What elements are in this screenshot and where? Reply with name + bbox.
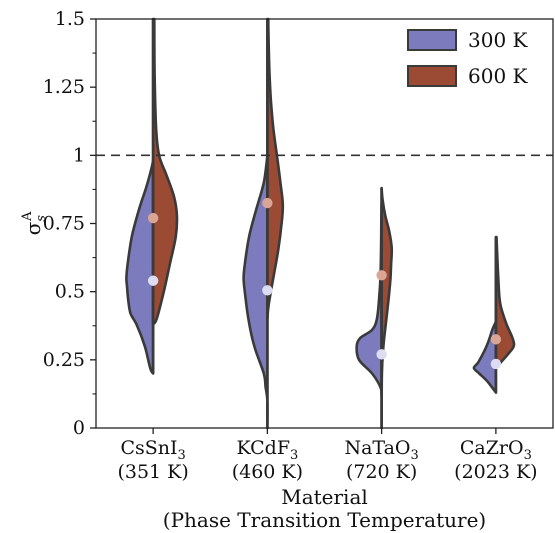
y-tick-label: 0.25 <box>43 349 85 371</box>
legend: 300 K 600 K <box>407 28 529 88</box>
violin-half <box>355 203 383 397</box>
violin-half <box>494 235 516 370</box>
violin-half <box>472 320 498 394</box>
legend-label: 300 K <box>468 28 529 52</box>
violin-half <box>380 186 394 430</box>
y-tick-label: 1.5 <box>55 8 85 30</box>
axis-titles: Material(Phase Transition Temperature) σs… <box>20 211 486 532</box>
violin-half <box>151 17 179 326</box>
x-tick-temperature: (460 K) <box>232 461 303 483</box>
violin-half <box>125 159 155 375</box>
violin-half <box>266 17 285 321</box>
x-tick-temperature: (2023 K) <box>454 461 537 483</box>
x-tick-label: CaZrO3 <box>460 437 532 463</box>
y-tick-label: 0 <box>73 417 85 439</box>
median-point <box>376 349 387 360</box>
median-point <box>376 270 387 281</box>
plot-frame <box>95 18 554 429</box>
y-tick-label: 1.25 <box>43 76 85 98</box>
median-point <box>262 197 273 209</box>
y-axis-title: σsA <box>20 211 49 235</box>
x-axis-title: (Phase Transition Temperature) <box>163 508 486 532</box>
y-tick-label: 0.5 <box>55 281 85 303</box>
median-point <box>262 285 273 296</box>
median-point <box>147 275 159 286</box>
legend-label: 600 K <box>468 64 529 88</box>
median-point <box>490 334 502 345</box>
y-axis: 0 0.25 0.5 0.75 1 1.25 1.5 <box>43 8 96 439</box>
legend-swatch <box>407 29 457 51</box>
x-tick-label: CsSnI3 <box>120 437 185 463</box>
violin-half <box>242 154 269 430</box>
legend-swatch <box>407 65 457 87</box>
x-tick-temperature: (351 K) <box>117 461 188 483</box>
median-point <box>147 212 159 224</box>
x-tick-temperature: (720 K) <box>346 461 417 483</box>
y-tick-label: 0.75 <box>43 213 85 235</box>
median-point <box>490 358 502 370</box>
x-axis: CsSnI3(351 K) KCdF3(460 K) NaTaO3(720 K) Ca… <box>117 428 538 483</box>
x-tick-label: NaTaO3 <box>344 437 418 463</box>
violin-layer <box>125 17 516 430</box>
x-axis-title: Material <box>281 485 368 509</box>
x-tick-label: KCdF3 <box>236 437 298 463</box>
y-tick-label: 1 <box>73 144 85 166</box>
